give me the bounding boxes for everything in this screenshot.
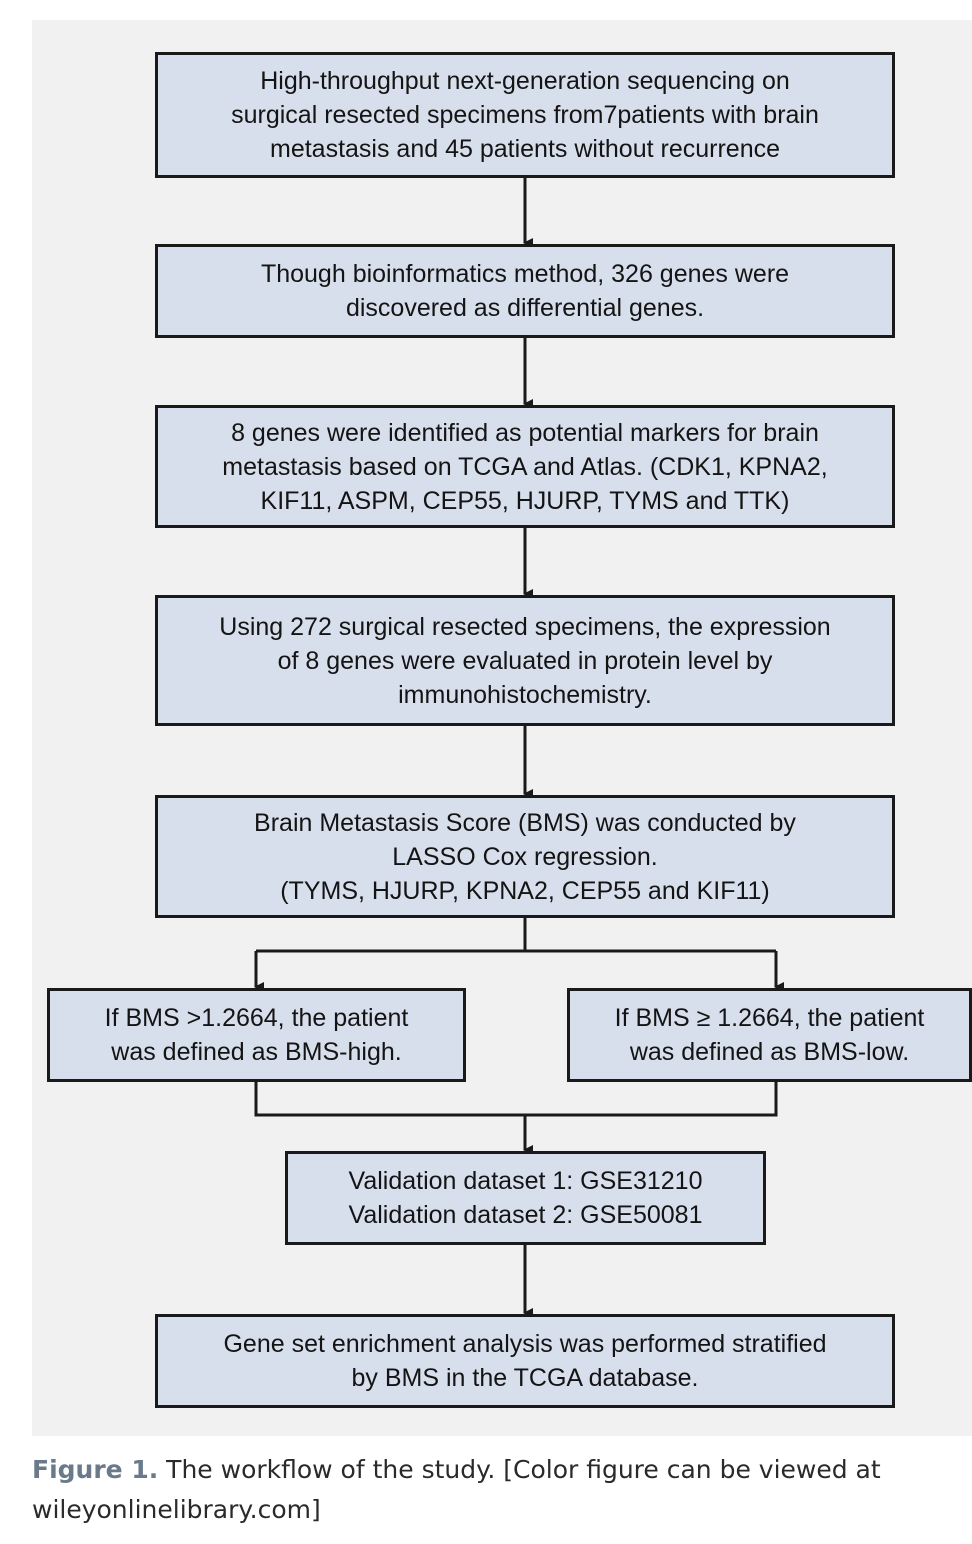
box-ihc: Using 272 surgical resected specimens, t… xyxy=(155,595,895,726)
box-markers: 8 genes were identified as potential mar… xyxy=(155,405,895,528)
caption-text: The workflow of the study. [Color figure… xyxy=(32,1455,881,1524)
box-bioinformatics: Though bioinformatics method, 326 genes … xyxy=(155,244,895,338)
box-sequencing-text: High-throughput next-generation sequenci… xyxy=(231,67,819,163)
box-validation-text: Validation dataset 1: GSE31210 Validatio… xyxy=(348,1167,703,1229)
box-sequencing: High-throughput next-generation sequenci… xyxy=(155,52,895,178)
box-bioinformatics-text: Though bioinformatics method, 326 genes … xyxy=(260,260,790,322)
box-bms-low: If BMS ≥ 1.2664, the patient was defined… xyxy=(567,988,972,1082)
box-bms: Brain Metastasis Score (BMS) was conduct… xyxy=(155,795,895,918)
box-markers-text: 8 genes were identified as potential mar… xyxy=(222,418,828,515)
caption-label: Figure 1. xyxy=(32,1455,159,1484)
box-gsea: Gene set enrichment analysis was perform… xyxy=(155,1314,895,1408)
box-bms-text: Brain Metastasis Score (BMS) was conduct… xyxy=(254,808,796,905)
split-line xyxy=(256,917,527,953)
box-bms-low-text: If BMS ≥ 1.2664, the patient was defined… xyxy=(614,1004,925,1066)
figure-caption: Figure 1. The workflow of the study. [Co… xyxy=(32,1450,962,1530)
box-validation: Validation dataset 1: GSE31210 Validatio… xyxy=(285,1151,766,1245)
box-ihc-text: Using 272 surgical resected specimens, t… xyxy=(219,612,831,709)
merge-line xyxy=(254,1081,778,1117)
box-bms-high-text: If BMS >1.2664, the patient was defined … xyxy=(104,1004,409,1066)
box-bms-high: If BMS >1.2664, the patient was defined … xyxy=(47,988,466,1082)
box-gsea-text: Gene set enrichment analysis was perform… xyxy=(223,1330,827,1392)
